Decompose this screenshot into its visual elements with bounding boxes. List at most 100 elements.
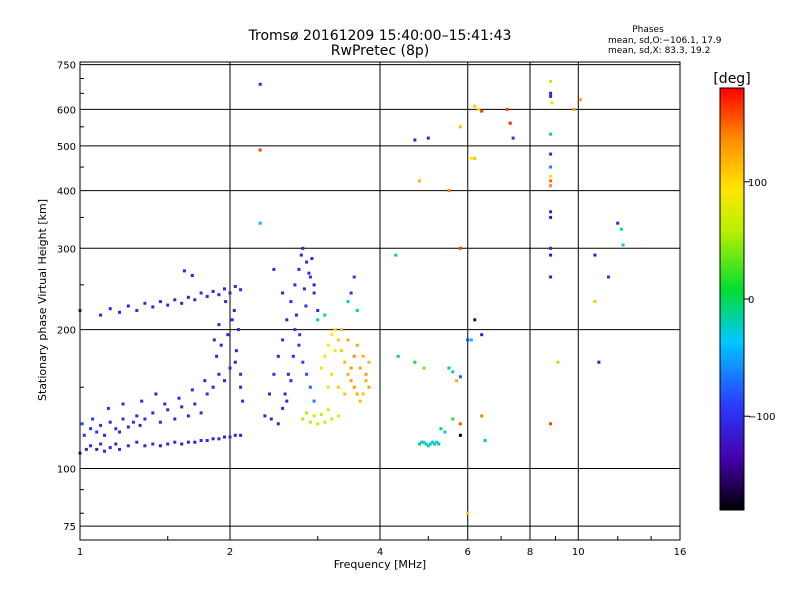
- data-point: [99, 442, 103, 446]
- data-point: [293, 328, 297, 332]
- data-point: [158, 420, 162, 424]
- data-point: [95, 447, 99, 451]
- data-point: [205, 294, 209, 298]
- data-point: [158, 300, 162, 304]
- data-point: [326, 385, 330, 389]
- data-point: [108, 420, 112, 424]
- data-point: [269, 417, 273, 421]
- data-point: [466, 511, 470, 515]
- x-tick-label: 6: [465, 547, 471, 558]
- data-point: [135, 414, 139, 418]
- data-point: [95, 430, 99, 434]
- data-point: [281, 291, 285, 295]
- data-point: [458, 246, 462, 250]
- data-point: [428, 442, 432, 446]
- data-point: [323, 313, 327, 317]
- data-point: [263, 414, 267, 418]
- data-point: [413, 360, 417, 364]
- colorbar-gradient: [719, 87, 745, 511]
- data-point: [310, 257, 314, 261]
- data-point: [422, 440, 426, 444]
- data-point: [418, 179, 421, 183]
- data-point: [217, 372, 221, 376]
- data-point: [437, 442, 441, 446]
- data-point: [549, 179, 553, 183]
- data-point: [233, 433, 237, 437]
- data-point: [451, 417, 455, 421]
- data-point: [307, 271, 311, 275]
- data-point: [312, 283, 316, 287]
- x-tick-label: 8: [527, 547, 533, 558]
- data-point: [143, 417, 147, 421]
- data-point: [323, 354, 327, 358]
- data-point: [549, 215, 553, 219]
- y-tick-label: 75: [63, 522, 76, 533]
- data-point: [173, 417, 177, 421]
- colorbar: [deg] 100 0 −100: [713, 71, 775, 511]
- data-point: [593, 253, 597, 257]
- data-point: [473, 318, 477, 322]
- data-point: [297, 267, 301, 271]
- data-point: [301, 417, 305, 421]
- data-point: [469, 156, 473, 160]
- colorbar-label: [deg]: [713, 71, 750, 87]
- y-tick-label: 200: [57, 326, 76, 337]
- data-point: [234, 349, 238, 353]
- data-point: [340, 349, 344, 353]
- data-point: [217, 323, 221, 327]
- data-point: [418, 442, 421, 446]
- data-point: [301, 360, 305, 364]
- data-point: [237, 328, 240, 332]
- data-point: [458, 375, 462, 379]
- data-point: [304, 304, 308, 308]
- data-point: [268, 392, 271, 396]
- y-tick-label: 400: [57, 187, 76, 198]
- data-point: [99, 423, 103, 427]
- data-point: [143, 444, 147, 448]
- data-point: [151, 305, 155, 309]
- data-point: [330, 417, 334, 421]
- data-point: [276, 422, 280, 426]
- x-axis-label: Frequency [MHz]: [334, 558, 426, 571]
- grid: [80, 62, 680, 540]
- plot-frame: [79, 61, 681, 541]
- data-point: [483, 439, 487, 442]
- data-point: [420, 440, 424, 444]
- data-point: [223, 379, 226, 383]
- data-point: [114, 442, 118, 446]
- legend-title: Phases: [632, 25, 664, 35]
- data-point: [505, 107, 509, 111]
- data-point: [549, 184, 553, 188]
- data-point: [578, 98, 582, 102]
- data-point: [473, 104, 477, 108]
- data-point: [549, 275, 553, 279]
- data-point: [217, 293, 221, 297]
- data-point: [89, 444, 93, 448]
- data-point: [293, 283, 297, 287]
- data-point: [616, 221, 620, 225]
- data-point: [323, 420, 327, 424]
- data-point: [480, 414, 484, 418]
- data-point: [426, 444, 430, 448]
- data-point: [103, 449, 106, 453]
- data-point: [239, 288, 243, 292]
- data-point: [190, 388, 194, 392]
- data-point: [301, 246, 305, 250]
- data-point: [285, 318, 289, 322]
- data-point: [114, 427, 118, 431]
- data-point: [186, 440, 190, 444]
- data-point: [549, 246, 553, 250]
- colorbar-tick-label: −100: [748, 412, 775, 423]
- data-point: [549, 174, 553, 178]
- data-point: [333, 328, 337, 332]
- data-point: [439, 427, 443, 431]
- data-point: [180, 405, 184, 409]
- data-point: [346, 300, 350, 304]
- data-point: [193, 298, 197, 302]
- data-point: [199, 411, 203, 415]
- data-point: [166, 408, 170, 412]
- data-point: [549, 165, 553, 169]
- data-point: [550, 101, 554, 105]
- x-tick-label: 1: [77, 547, 83, 558]
- data-point: [166, 442, 170, 446]
